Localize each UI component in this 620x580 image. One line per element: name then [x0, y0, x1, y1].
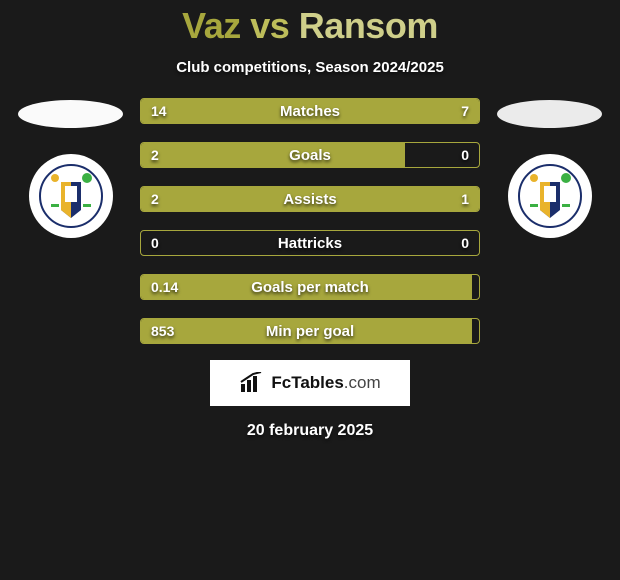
title-player1: Vaz [182, 5, 241, 46]
player1-club-crest [29, 154, 113, 238]
stat-row: 0.14 Goals per match [140, 274, 480, 300]
page-root: Vaz vs Ransom Club competitions, Season … [0, 0, 620, 440]
stat-row: 2 1 Assists [140, 186, 480, 212]
stat-value-right: 7 [461, 103, 469, 119]
page-title: Vaz vs Ransom [0, 5, 620, 47]
stat-row: 0 0 Hattricks [140, 230, 480, 256]
crest-icon [39, 164, 103, 228]
left-side [13, 98, 128, 238]
brand-name: FcTables [271, 373, 343, 392]
stat-fill-left [141, 143, 405, 167]
stat-label: Hattricks [278, 235, 342, 252]
player2-badge-oval [497, 100, 602, 128]
stats-chart-icon [239, 372, 265, 394]
title-player2: Ransom [299, 5, 438, 46]
stat-label: Goals per match [251, 279, 369, 296]
stats-bars: 14 7 Matches 2 0 Goals 2 1 Assists 0 0 Hattricks 0.1… [140, 98, 480, 344]
footer-date: 20 february 2025 [0, 422, 620, 440]
stat-label: Goals [289, 147, 331, 164]
stat-row: 853 Min per goal [140, 318, 480, 344]
right-side [492, 98, 607, 238]
stat-value-left: 0 [151, 235, 159, 251]
stat-label: Assists [283, 191, 336, 208]
stat-value-left: 14 [151, 103, 167, 119]
stat-label: Min per goal [266, 323, 354, 340]
stat-value-right: 1 [461, 191, 469, 207]
stat-label: Matches [280, 103, 340, 120]
stat-value-left: 2 [151, 147, 159, 163]
brand-domain: .com [344, 373, 381, 392]
stat-value-left: 0.14 [151, 279, 178, 295]
player2-club-crest [508, 154, 592, 238]
player1-badge-oval [18, 100, 123, 128]
stat-value-right: 0 [461, 235, 469, 251]
crest-icon [518, 164, 582, 228]
stat-row: 2 0 Goals [140, 142, 480, 168]
stat-row: 14 7 Matches [140, 98, 480, 124]
stat-value-right: 0 [461, 147, 469, 163]
brand-logo[interactable]: FcTables.com [210, 360, 410, 406]
title-vs: vs [250, 5, 289, 46]
main-content: 14 7 Matches 2 0 Goals 2 1 Assists 0 0 Hattricks 0.1… [0, 98, 620, 344]
subtitle: Club competitions, Season 2024/2025 [0, 59, 620, 76]
stat-value-left: 853 [151, 323, 174, 339]
stat-value-left: 2 [151, 191, 159, 207]
brand-text: FcTables.com [271, 373, 380, 393]
